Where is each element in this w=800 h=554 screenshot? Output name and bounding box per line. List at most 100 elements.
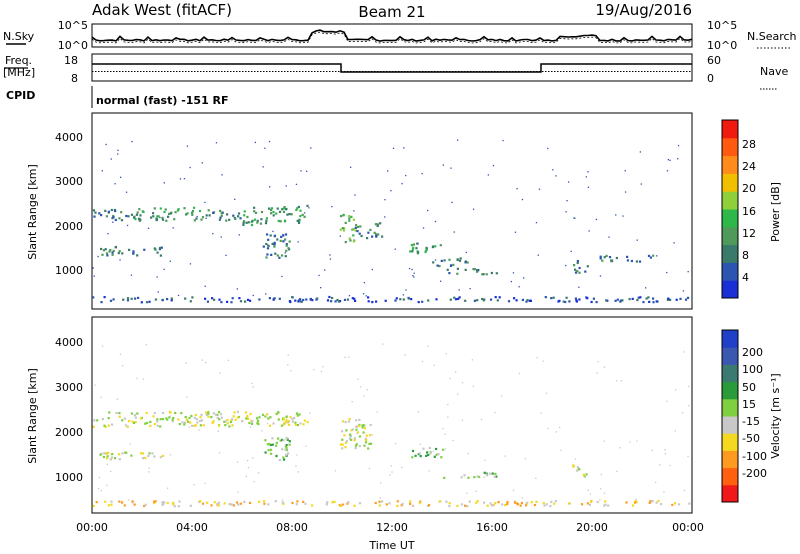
power-cell — [360, 234, 363, 238]
power-scatter-cell — [639, 151, 641, 153]
velocity-cell — [224, 424, 227, 427]
power-cell — [268, 297, 271, 300]
power-cell — [375, 234, 378, 238]
power-cell — [267, 238, 270, 241]
velocity-scatter-cell — [252, 386, 254, 388]
power-cell — [200, 218, 203, 221]
power-cell — [344, 221, 347, 224]
velocity-cell — [543, 504, 546, 507]
power-cell — [371, 301, 374, 304]
power-cell — [686, 296, 690, 299]
power-cell — [367, 296, 370, 299]
power-cell — [472, 268, 475, 271]
power-cell — [298, 218, 301, 221]
power-scatter-cell — [371, 268, 373, 271]
power-cell — [407, 297, 410, 300]
velocity-cell — [426, 451, 429, 454]
power-scatter-cell — [384, 216, 386, 218]
power-cell — [244, 300, 247, 303]
velocity-cell — [284, 453, 287, 456]
power-cell — [294, 299, 297, 302]
power-scatter-cell — [408, 267, 411, 270]
power-cell — [647, 296, 650, 299]
velocity-cell — [195, 418, 198, 421]
velocity-cell — [288, 443, 291, 446]
velocity-cell — [126, 425, 129, 428]
velocity-cell — [131, 500, 134, 503]
power-cell — [610, 259, 613, 262]
power-scatter-cell — [163, 182, 165, 184]
power-cell — [357, 225, 360, 228]
power-cell — [278, 210, 282, 213]
power-cell — [159, 207, 162, 210]
velocity-cell — [361, 424, 364, 427]
power-cell — [242, 220, 246, 223]
power-cell — [346, 298, 350, 301]
power-cell — [573, 264, 576, 267]
velocity-cell — [111, 453, 114, 456]
velocity-cell — [278, 459, 281, 462]
velocity-cell — [226, 418, 229, 422]
velocity-cell — [530, 501, 533, 504]
velocity-cell — [437, 453, 440, 456]
power-cbar-segment — [722, 209, 738, 228]
velocity-scatter-cell — [110, 470, 112, 473]
velocity-cell — [427, 453, 430, 457]
velocity-cell — [378, 504, 381, 507]
power-scatter-cell — [324, 269, 326, 271]
power-cell — [275, 212, 278, 215]
velocity-scatter-cell — [419, 443, 421, 445]
power-cell — [247, 221, 250, 224]
nsearch-label: N.Search — [747, 30, 797, 43]
velocity-cell — [283, 458, 286, 461]
power-cell — [170, 297, 173, 300]
noise-search-line — [91, 31, 693, 44]
velocity-scatter-cell — [589, 493, 591, 495]
power-scatter-cell — [587, 186, 590, 188]
velocity-cell — [466, 505, 469, 508]
power-cell — [127, 215, 130, 218]
velocity-cell — [422, 447, 425, 450]
velocity-cell — [285, 444, 288, 447]
velocity-cell — [236, 410, 239, 413]
velocity-cell — [299, 422, 302, 425]
power-cell — [309, 298, 312, 301]
velocity-scatter-cell — [635, 498, 637, 501]
power-scatter-cell — [516, 188, 518, 190]
power-cell — [489, 298, 493, 301]
power-cell — [271, 242, 274, 245]
velocity-cell — [151, 452, 154, 455]
velocity-cell — [149, 424, 152, 427]
velocity-cell — [347, 501, 350, 504]
velocity-cell — [144, 422, 147, 425]
velocity-scatter-cell — [512, 489, 515, 491]
power-cell — [578, 271, 581, 274]
power-cell — [100, 301, 103, 304]
velocity-cell — [519, 504, 522, 507]
velocity-cell — [467, 476, 470, 479]
power-cell — [458, 259, 462, 262]
velocity-cell — [220, 413, 223, 416]
power-cell — [456, 272, 459, 275]
velocity-scatter-cell — [198, 429, 200, 431]
power-cell — [402, 298, 405, 301]
velocity-scatter-cell — [603, 366, 606, 368]
velocity-scatter-cell — [295, 465, 297, 467]
power-cell — [234, 217, 237, 221]
power-cell — [482, 299, 485, 302]
power-cbar-4: 4 — [742, 271, 749, 284]
power-cell — [136, 211, 139, 214]
power-cell — [344, 241, 347, 244]
velocity-cell — [115, 412, 118, 415]
velocity-cell — [631, 504, 635, 507]
velocity-scatter-cell — [237, 491, 239, 493]
velocity-scatter-cell — [287, 354, 289, 356]
velocity-cell — [285, 449, 289, 452]
velocity-scatter-cell — [382, 343, 384, 345]
velocity-cell — [110, 456, 114, 459]
power-cell — [92, 296, 95, 299]
power-cell — [218, 218, 221, 221]
power-cell — [154, 248, 157, 251]
power-scatter-cell — [269, 186, 271, 188]
power-cell — [117, 252, 120, 255]
